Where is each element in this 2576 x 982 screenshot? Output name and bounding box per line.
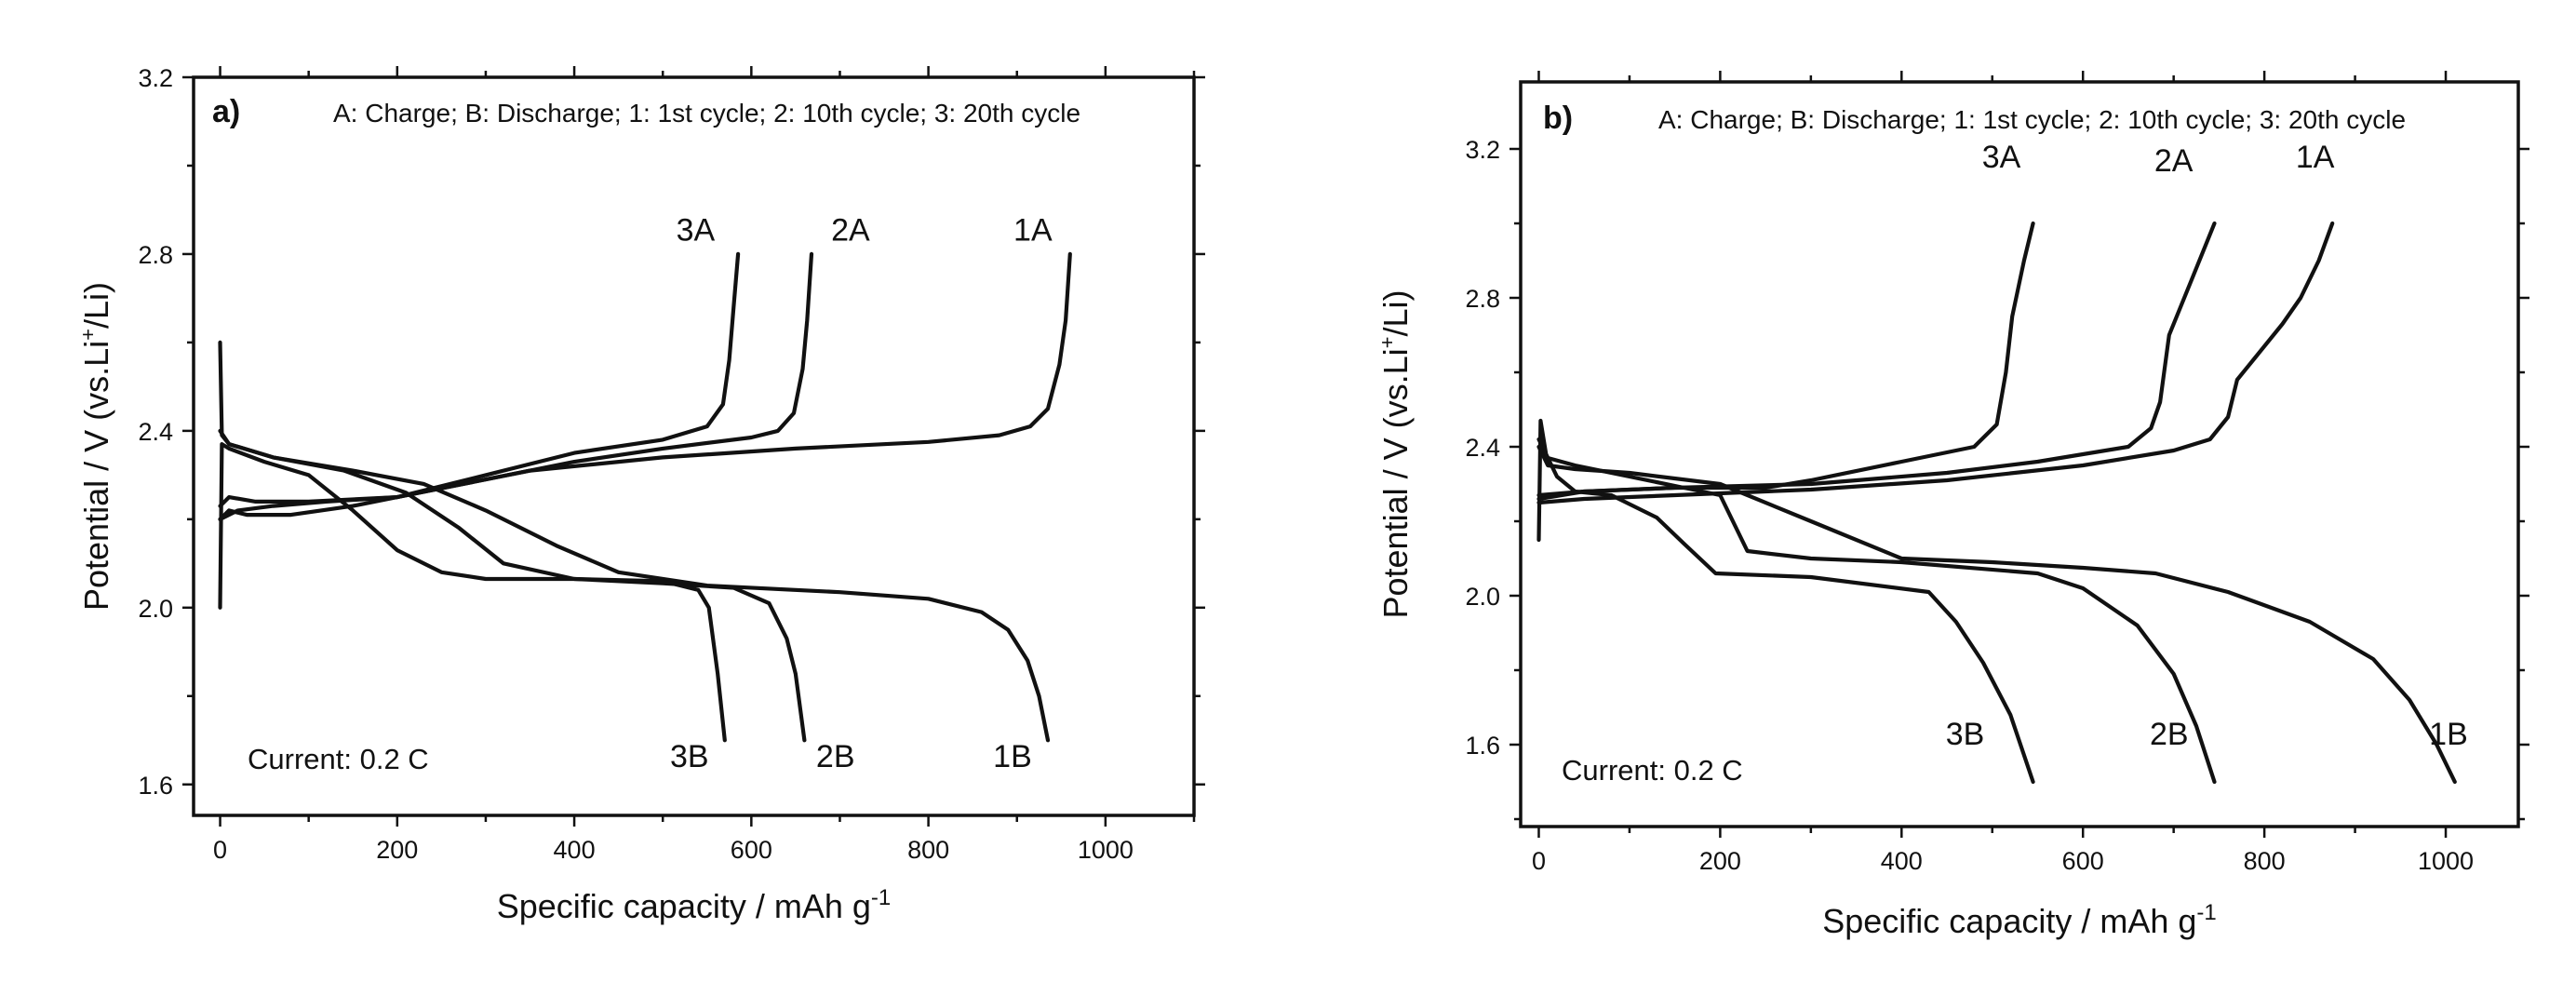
y-tick-label: 3.2 — [138, 64, 173, 92]
x-axis-label: Specific capacity / mAh g-1 — [1822, 900, 2217, 940]
series-line-1A — [1536, 221, 2335, 505]
series-line-1B — [218, 340, 1051, 743]
series-line-2A — [1536, 221, 2217, 502]
series-label-1A: 1A — [2296, 140, 2335, 175]
series-line-2B — [218, 428, 807, 743]
x-tick-label: 200 — [1699, 847, 1741, 875]
x-tick-label: 800 — [907, 836, 949, 864]
panel-label: b) — [1543, 101, 1573, 136]
legend-text: A: Charge; B: Discharge; 1: 1st cycle; 2… — [1658, 105, 2406, 134]
x-tick-label: 1000 — [2418, 847, 2474, 875]
series-label-2A: 2A — [831, 213, 870, 249]
x-tick-label: 600 — [2062, 847, 2104, 875]
y-tick-label: 2.4 — [138, 418, 173, 446]
y-tick-label: 2.4 — [1465, 434, 1500, 462]
series-line-3B — [218, 442, 727, 743]
x-tick-label: 0 — [1532, 847, 1546, 875]
current-annotation: Current: 0.2 C — [248, 743, 429, 775]
plot-frame — [1519, 80, 2520, 828]
series-label-2A: 2A — [2154, 143, 2194, 179]
legend-text: A: Charge; B: Discharge; 1: 1st cycle; 2… — [333, 99, 1080, 128]
y-tick-label: 1.6 — [138, 772, 173, 800]
series-label-2B: 2B — [816, 739, 855, 774]
series-line-3A — [1536, 221, 2035, 498]
series-label-1A: 1A — [1013, 213, 1053, 249]
y-axis-label: Potential / V (vs.Li+/Li) — [76, 282, 115, 611]
series-line-3B — [1536, 418, 2035, 785]
series-line-2B — [1536, 437, 2217, 785]
chart-panel-a: 0 200 400 600 800 1000 1.6 2.0 2.4 2.8 3.2 1A 1B 2A 2B… — [76, 64, 1205, 925]
series-line-1A — [218, 251, 1072, 521]
y-tick-label: 2.0 — [138, 595, 173, 623]
y-tick-label: 3.2 — [1465, 136, 1500, 164]
series-label-3A: 3A — [1982, 140, 2021, 175]
x-tick-label: 1000 — [1078, 836, 1134, 864]
series-label-2B: 2B — [2150, 717, 2189, 752]
x-tick-label: 400 — [554, 836, 596, 864]
panel-label: a) — [212, 94, 240, 129]
series-label-1B: 1B — [993, 739, 1032, 774]
series-label-3A: 3A — [677, 213, 716, 249]
x-tick-label: 600 — [731, 836, 772, 864]
x-axis-label: Specific capacity / mAh g-1 — [497, 885, 892, 925]
current-annotation: Current: 0.2 C — [1562, 754, 1743, 787]
series-label-1B: 1B — [2429, 717, 2468, 752]
series-label-3B: 3B — [670, 739, 709, 774]
y-axis-label: Potential / V (vs.Li+/Li) — [1375, 289, 1415, 618]
series-line-3A — [218, 251, 741, 521]
x-tick-label: 400 — [1881, 847, 1923, 875]
plot-frame — [192, 75, 1196, 817]
x-tick-label: 200 — [376, 836, 418, 864]
y-tick-label: 1.6 — [1465, 732, 1500, 760]
series-label-3B: 3B — [1946, 717, 1985, 752]
series-line-2A — [218, 251, 814, 508]
x-tick-label: 800 — [2244, 847, 2286, 875]
x-tick-label: 0 — [213, 836, 227, 864]
y-tick-label: 2.0 — [1465, 583, 1500, 611]
chart-panel-b: 0 200 400 600 800 1000 1.6 2.0 2.4 2.8 3.2 1A 1B 2A 2B… — [1375, 71, 2529, 940]
y-tick-label: 2.8 — [1465, 285, 1500, 313]
y-tick-label: 2.8 — [138, 241, 173, 269]
